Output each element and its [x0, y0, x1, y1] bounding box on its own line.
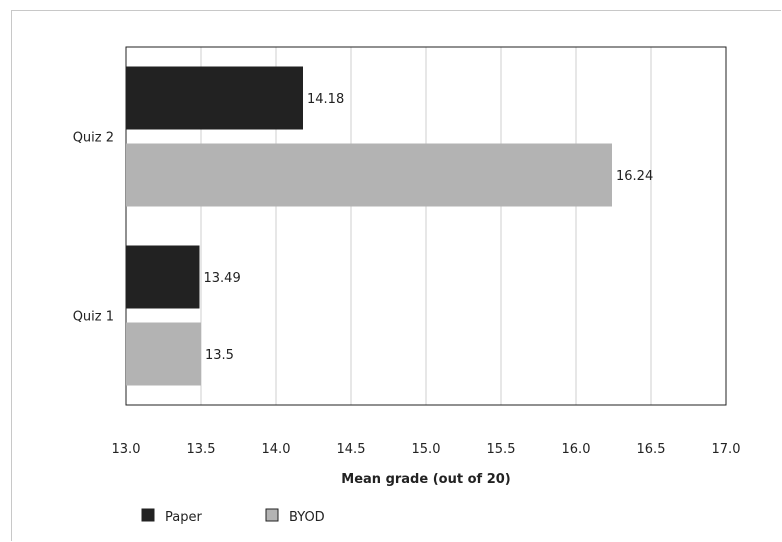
bar-byod-quiz-2	[126, 143, 612, 207]
plot-area	[125, 46, 727, 406]
bar-byod-quiz-1	[126, 322, 201, 386]
category-label: Quiz 1	[73, 310, 114, 325]
x-tick-label: 15.5	[487, 442, 516, 457]
x-tick-label: 14.0	[262, 442, 291, 457]
x-tick-label: 13.5	[187, 442, 216, 457]
bars: 13.49 13.5 14.18 16.24	[126, 66, 653, 386]
x-tick-label: 14.5	[337, 442, 366, 457]
x-tick-label: 16.5	[637, 442, 666, 457]
chart-frame	[11, 10, 781, 541]
bar-paper-quiz-2	[126, 66, 303, 130]
x-tick-label: 17.0	[712, 442, 741, 457]
data-label: 14.18	[307, 92, 344, 107]
data-label: 13.5	[205, 348, 234, 363]
legend-label: BYOD	[289, 510, 325, 525]
x-tick-label: 15.0	[412, 442, 441, 457]
x-axis-label: Mean grade (out of 20)	[341, 472, 510, 487]
data-label: 13.49	[204, 271, 241, 286]
category-label: Quiz 2	[73, 131, 114, 146]
legend: Paper BYOD	[141, 508, 325, 525]
legend-label: Paper	[165, 510, 202, 525]
data-label: 16.24	[616, 169, 653, 184]
bar-paper-quiz-1	[126, 245, 200, 309]
legend-swatch	[141, 508, 155, 522]
legend-swatch	[265, 508, 279, 522]
x-tick-labels: 13.0 13.5 14.0 14.5 15.0 15.5 16.0 16.5 17.0	[112, 442, 741, 457]
category-labels: Quiz 1 Quiz 2	[73, 131, 114, 325]
x-tick-label: 16.0	[562, 442, 591, 457]
x-tick-label: 13.0	[112, 442, 141, 457]
